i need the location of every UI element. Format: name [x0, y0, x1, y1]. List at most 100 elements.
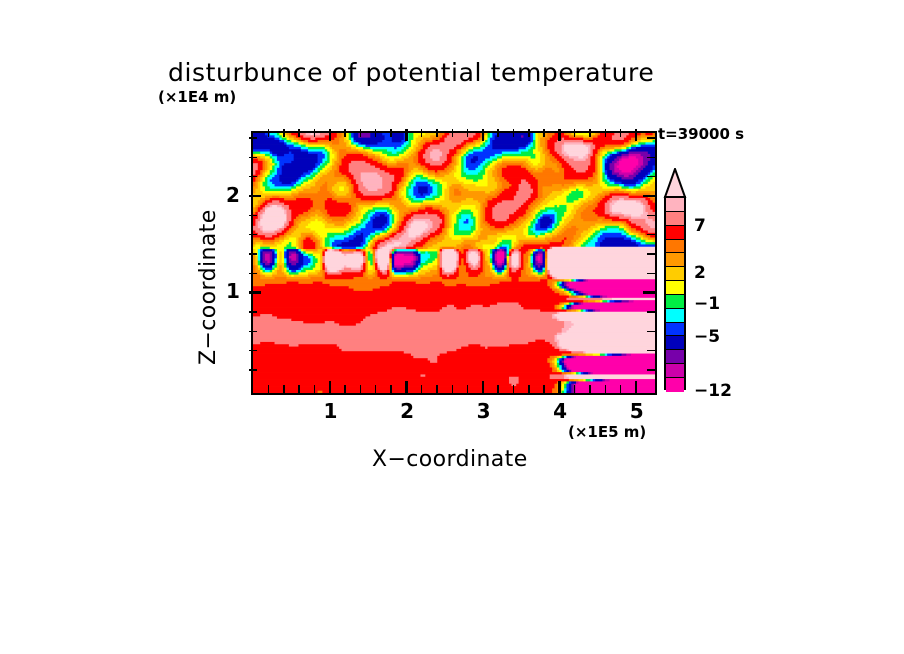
x-minor-tick	[589, 385, 591, 393]
y-axis-unit-label: (×1E4 m)	[158, 88, 237, 106]
colorbar-tick-label: 7	[694, 216, 706, 236]
x-minor-tick	[528, 385, 530, 393]
x-tick-label: 5	[629, 399, 644, 423]
y-major-tick	[249, 194, 261, 198]
colorbar-swatch	[666, 377, 684, 392]
x-tick-label: 3	[476, 399, 491, 423]
y-major-tick-right	[643, 194, 655, 198]
page-title: disturbunce of potential temperature	[168, 58, 655, 87]
x-minor-tick	[573, 385, 576, 393]
y-minor-tick-right	[647, 311, 655, 313]
x-minor-tick	[466, 385, 469, 393]
x-minor-tick	[420, 385, 423, 393]
colorbar-swatch	[666, 294, 684, 309]
x-major-tick-top	[405, 129, 408, 141]
x-major-tick-top	[558, 129, 561, 141]
x-minor-tick-top	[374, 129, 377, 137]
x-minor-tick-top	[344, 129, 346, 137]
x-minor-tick-top	[313, 129, 316, 137]
y-minor-tick-right	[647, 272, 655, 275]
x-minor-tick	[619, 385, 622, 393]
y-minor-tick	[249, 156, 257, 159]
x-minor-tick	[497, 385, 499, 393]
x-minor-tick-top	[436, 129, 438, 137]
x-major-tick	[405, 381, 408, 393]
x-minor-tick-top	[267, 129, 270, 137]
x-minor-tick-top	[573, 129, 576, 137]
x-minor-tick-top	[528, 129, 530, 137]
y-minor-tick	[249, 233, 257, 236]
x-minor-tick	[344, 385, 346, 393]
x-major-tick	[481, 381, 485, 393]
x-tick-label: 2	[400, 399, 414, 423]
x-major-tick-top	[634, 129, 638, 141]
colorbar	[664, 196, 686, 392]
x-minor-tick-top	[543, 129, 545, 137]
y-minor-tick	[249, 175, 257, 178]
x-minor-tick	[298, 385, 300, 393]
y-major-tick	[249, 291, 261, 294]
x-minor-tick-top	[451, 129, 453, 137]
y-minor-tick-right	[647, 253, 655, 255]
colorbar-tick-label: −12	[694, 381, 732, 401]
y-minor-tick-right	[647, 233, 655, 236]
y-minor-tick	[249, 272, 257, 275]
colorbar-swatch	[666, 225, 684, 240]
y-minor-tick	[249, 369, 257, 371]
x-major-tick	[328, 381, 332, 393]
x-minor-tick-top	[589, 129, 591, 137]
y-minor-tick-right	[647, 330, 655, 333]
y-minor-tick-right	[647, 214, 655, 217]
x-minor-tick-top	[298, 129, 300, 137]
colorbar-tick-label: 2	[694, 263, 706, 283]
x-minor-tick-top	[420, 129, 423, 137]
x-minor-tick	[512, 385, 515, 393]
y-minor-tick-right	[647, 137, 655, 139]
y-minor-tick-right	[647, 175, 655, 178]
x-minor-tick	[359, 385, 362, 393]
colorbar-tick-label: −1	[694, 294, 721, 314]
y-minor-tick-right	[647, 349, 655, 352]
x-tick-label: 4	[553, 399, 568, 423]
y-minor-tick	[249, 349, 257, 352]
y-tick-label: 1	[226, 279, 240, 304]
x-minor-tick-top	[512, 129, 515, 137]
x-major-tick	[558, 381, 561, 393]
x-minor-tick	[451, 385, 453, 393]
time-annotation: t=39000 s	[658, 125, 745, 143]
x-minor-tick-top	[497, 129, 499, 137]
x-minor-tick	[283, 385, 285, 393]
colorbar-swatch	[666, 267, 684, 282]
colorbar-swatch	[666, 322, 684, 337]
x-minor-tick-top	[466, 129, 469, 137]
colorbar-swatch	[666, 281, 684, 295]
colorbar-swatch	[666, 308, 684, 323]
colorbar-swatch	[666, 253, 684, 268]
colorbar-tick-label: −5	[694, 327, 721, 347]
contour-plot-area	[251, 131, 657, 395]
colorbar-arrow-shape	[663, 168, 687, 198]
x-minor-tick-top	[359, 129, 362, 137]
y-tick-label: 2	[226, 182, 240, 207]
colorbar-swatch	[666, 336, 684, 351]
x-minor-tick	[267, 385, 270, 393]
colorbar-arrow-icon	[663, 168, 687, 198]
y-minor-tick	[249, 330, 257, 333]
x-minor-tick	[374, 385, 377, 393]
x-minor-tick	[313, 385, 316, 393]
y-axis-title: Z−coordinate	[196, 209, 221, 365]
y-minor-tick	[249, 311, 257, 313]
x-minor-tick-top	[619, 129, 622, 137]
y-minor-tick	[249, 253, 257, 255]
y-minor-tick	[249, 137, 257, 139]
y-minor-tick-right	[647, 156, 655, 159]
x-major-tick-top	[481, 129, 485, 141]
colorbar-swatch	[666, 211, 684, 226]
colorbar-swatch	[666, 350, 684, 365]
x-minor-tick	[604, 385, 607, 393]
contour-field	[253, 133, 655, 393]
colorbar-swatch	[666, 364, 684, 378]
colorbar-swatch	[666, 239, 684, 254]
x-axis-unit-label: (×1E5 m)	[568, 423, 647, 441]
y-minor-tick	[249, 214, 257, 217]
